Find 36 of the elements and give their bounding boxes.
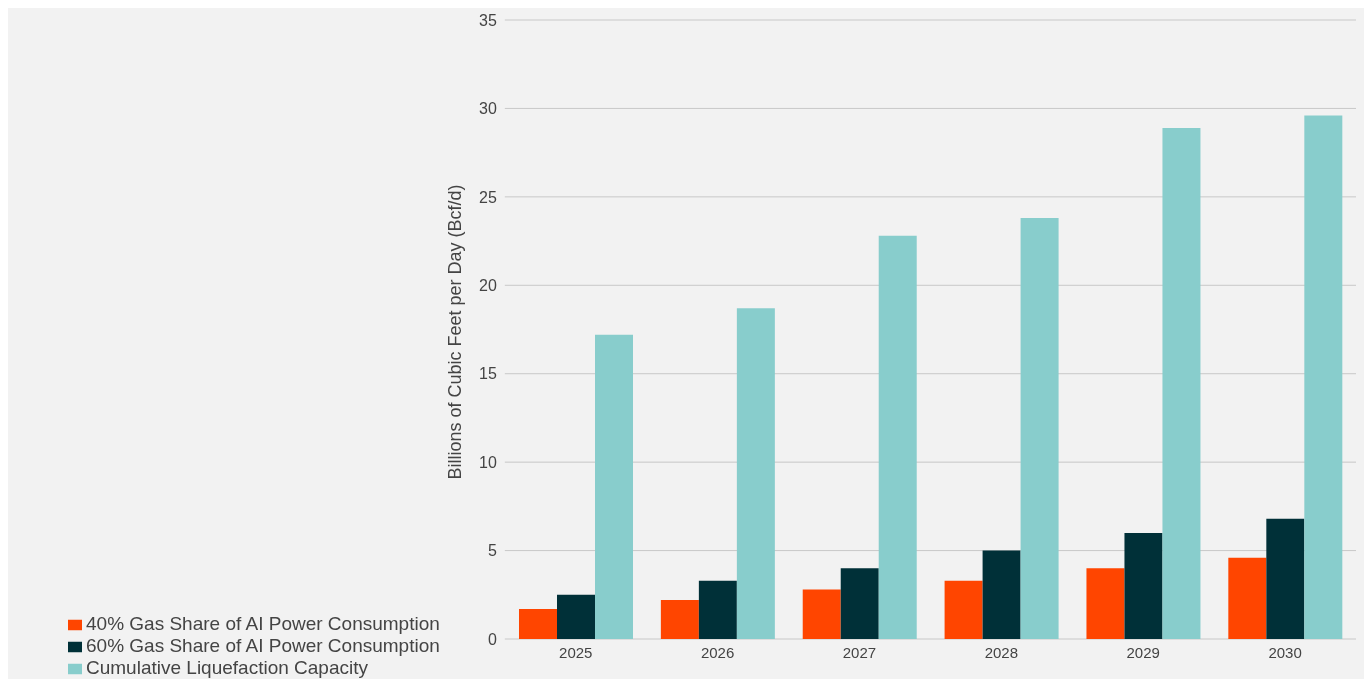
y-tick-label: 35 xyxy=(479,11,497,29)
bar xyxy=(1124,532,1163,639)
x-tick-label: 2027 xyxy=(842,643,877,661)
y-tick-label: 0 xyxy=(487,630,497,648)
y-tick-label: 5 xyxy=(487,542,497,560)
bar xyxy=(595,334,633,639)
bar xyxy=(698,580,737,639)
x-tick-label: 2029 xyxy=(1126,643,1160,661)
legend-label: 40% Gas Share of AI Power Consumption xyxy=(86,613,440,634)
bar xyxy=(944,580,983,639)
x-tick-label: 2025 xyxy=(559,643,593,661)
bar xyxy=(1162,127,1201,639)
y-tick-label: 10 xyxy=(479,453,497,471)
y-axis-title: Billions of Cubic Feet per Day (Bcf/d) xyxy=(445,184,466,480)
bar xyxy=(1266,518,1305,639)
bar xyxy=(1228,557,1267,639)
bar xyxy=(878,235,917,639)
bar xyxy=(840,568,879,639)
y-tick-label: 30 xyxy=(479,100,497,118)
x-tick-label: 2026 xyxy=(700,643,735,661)
x-tick-label: 2028 xyxy=(984,643,1019,661)
legend-label: 60% Gas Share of AI Power Consumption xyxy=(86,635,440,656)
y-tick-label: 20 xyxy=(479,276,497,294)
bar xyxy=(1304,115,1343,639)
bar xyxy=(519,608,557,639)
bar xyxy=(736,308,775,639)
y-tick-label: 25 xyxy=(479,188,497,206)
bar xyxy=(660,600,699,639)
bar xyxy=(557,594,595,639)
bar xyxy=(1020,218,1059,639)
legend-label: Cumulative Liquefaction Capacity xyxy=(86,657,368,678)
x-tick-label: 2030 xyxy=(1268,643,1302,661)
y-tick-label: 15 xyxy=(479,365,497,383)
bar xyxy=(982,550,1021,639)
bar xyxy=(802,589,841,639)
bar xyxy=(1086,568,1125,639)
